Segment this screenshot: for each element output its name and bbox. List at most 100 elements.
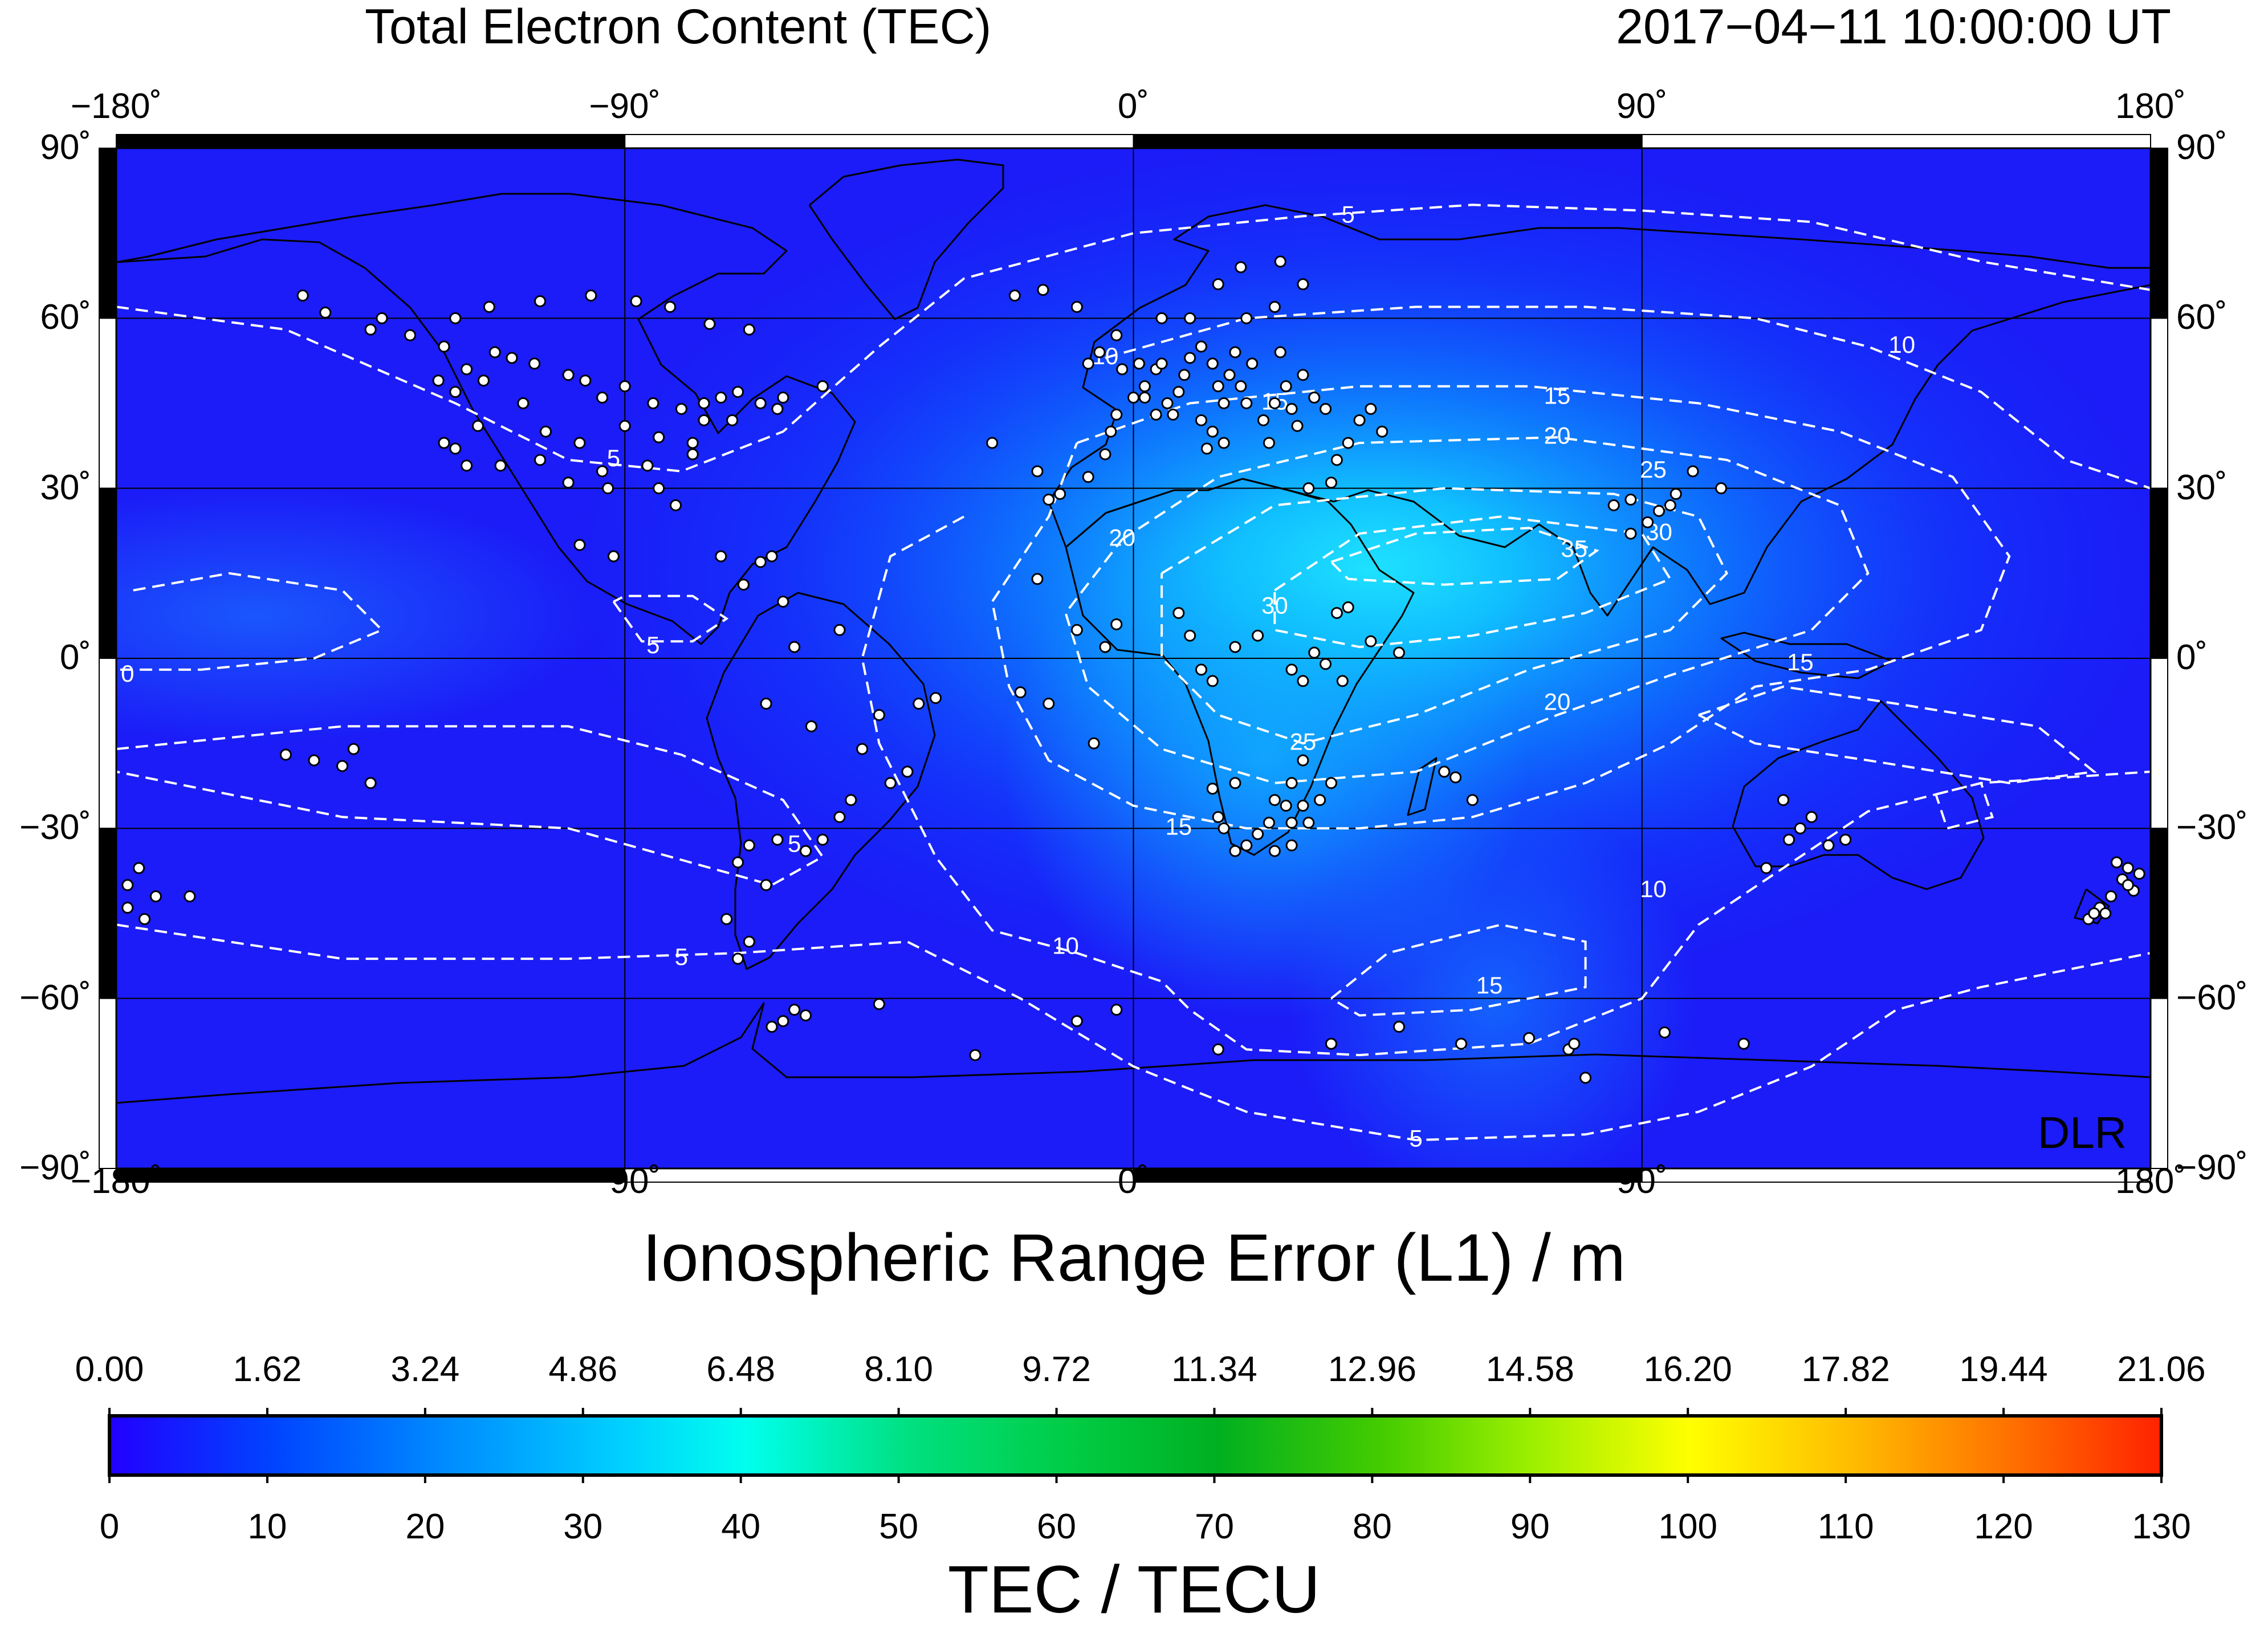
station-marker [686,448,699,461]
station-marker [1110,408,1123,421]
station-marker [1200,442,1213,455]
station-marker [1206,357,1219,370]
station-marker [1268,397,1281,409]
station-marker [760,879,772,891]
station-marker [1133,357,1145,370]
station-marker [1240,397,1253,409]
station-marker [765,550,778,563]
range-tick-label: 12.96 [1328,1350,1416,1389]
station-marker [816,833,829,846]
station-marker [1008,290,1021,302]
station-marker [376,312,388,324]
station-marker [1088,737,1100,750]
lon-tick-top: −90˚ [589,87,661,126]
lon-tick-bottom: −90˚ [589,1162,661,1201]
lon-tick-bottom: 90˚ [1616,1162,1668,1201]
contour-line-30 [1273,515,1672,649]
frame-stripe-right [2150,148,2168,319]
station-marker [1235,261,1247,274]
station-marker [1195,663,1207,676]
station-marker [1099,641,1111,653]
station-marker [1522,1032,1535,1044]
lat-tick-right: 0˚ [2176,638,2208,677]
station-marker [1449,771,1462,784]
frame-stripe-top [624,134,1134,149]
station-marker [149,890,162,903]
station-marker [856,743,869,755]
station-marker [1206,675,1219,687]
station-marker [1760,862,1773,874]
station-marker [1777,794,1790,807]
station-marker [438,437,450,449]
graticule [116,148,2151,1168]
station-marker [1687,465,1699,478]
station-marker [449,442,462,455]
range-tick-label: 11.34 [1171,1350,1257,1389]
station-marker [1325,477,1337,489]
station-marker [845,794,857,807]
contour-line-5 [116,923,2151,1142]
station-marker [2122,862,2134,874]
station-marker [743,839,755,852]
station-marker [805,720,817,732]
range-tick-label: 17.82 [1801,1350,1890,1389]
station-marker [1664,499,1676,511]
lat-tick-right: 60˚ [2176,298,2228,337]
station-marker [1195,414,1207,426]
tec-tick-label: 130 [2132,1507,2191,1546]
station-marker [483,300,495,313]
contour-label: 25 [1640,456,1667,483]
station-marker [528,357,541,370]
station-marker [715,550,727,563]
frame-stripe-right [2150,997,2168,1169]
station-marker [1105,425,1117,438]
tec-tick-label: 50 [879,1507,919,1546]
contour-label: 0 [121,660,134,687]
tec-tick-label: 100 [1658,1507,1717,1546]
station-marker [1285,663,1298,676]
tec-tick-label: 80 [1352,1507,1392,1546]
tec-tick-label: 20 [405,1507,445,1546]
tec-tick-label: 40 [721,1507,761,1546]
station-marker [1043,698,1055,710]
station-marker [1658,1026,1671,1039]
station-marker [2133,868,2145,880]
contour-label: 20 [1109,524,1135,551]
station-marker [1268,794,1281,807]
station-marker [777,596,789,608]
station-marker [562,477,575,489]
station-marker [494,459,507,472]
station-marker [1161,397,1174,409]
station-marker [1257,414,1270,426]
station-marker [833,624,846,636]
range-tick-label: 21.06 [2117,1350,2206,1389]
station-marker [873,998,885,1011]
tec-tick-label: 70 [1194,1507,1234,1546]
station-marker [139,913,151,925]
contour-line-10 [116,572,384,671]
station-marker [1365,635,1377,647]
station-marker [1274,255,1286,268]
tec-tick-label: 30 [563,1507,603,1546]
station-marker [1240,312,1253,324]
tec-contours [116,203,2151,1142]
station-marker [585,290,597,302]
station-marker [596,392,609,404]
station-marker [1624,527,1637,540]
station-marker [364,323,377,336]
contour-label: 15 [1476,972,1503,999]
contour-label: 10 [1888,331,1915,358]
station-marker [1285,777,1298,789]
map-border [115,147,2152,1170]
frame-stripe-left [99,997,117,1169]
station-marker [777,1015,789,1027]
contour-label: 5 [1410,1125,1423,1151]
colorbar-ticks [108,1408,2163,1483]
station-marker [449,386,462,398]
station-marker [653,431,665,443]
station-marker [2088,907,2100,919]
map-title: Total Electron Content (TEC) [365,0,992,54]
station-marker [1376,425,1389,438]
station-marker [534,295,547,307]
